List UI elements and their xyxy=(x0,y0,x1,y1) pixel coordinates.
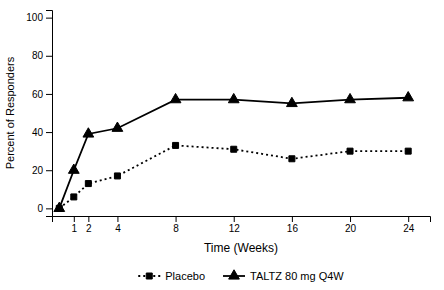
x-tick: 1 xyxy=(72,216,78,234)
y-tick-mark xyxy=(46,208,52,209)
marks xyxy=(54,92,414,212)
x-tick-mark xyxy=(117,216,118,222)
x-tick-label: 8 xyxy=(173,223,179,234)
y-tick-mark xyxy=(46,94,52,95)
x-tick-mark xyxy=(88,216,89,222)
legend-marker xyxy=(229,270,240,279)
x-tick-mark xyxy=(408,216,409,222)
x-tick-label: 2 xyxy=(86,223,92,234)
series-marker xyxy=(347,148,353,154)
x-tick-label: 24 xyxy=(403,223,415,234)
y-tick-label: 20 xyxy=(32,165,44,176)
x-tick-label: 20 xyxy=(345,223,357,234)
x-tick: 16 xyxy=(287,216,299,234)
series-marker xyxy=(228,93,239,102)
legend-item: Placebo xyxy=(138,270,205,282)
series-marker xyxy=(170,93,181,102)
legend-label: Placebo xyxy=(165,270,205,282)
x-tick: 20 xyxy=(345,216,357,234)
series-line xyxy=(59,145,408,208)
series-marker xyxy=(173,142,179,148)
x-tick-label: 1 xyxy=(72,223,78,234)
y-tick-label: 100 xyxy=(26,12,43,23)
y-tick-label: 80 xyxy=(32,50,44,61)
y-tick-mark xyxy=(46,170,52,171)
y-axis-title: Percent of Responders xyxy=(4,56,16,169)
series-marker xyxy=(287,97,298,106)
y-tick: 80 xyxy=(32,50,52,61)
x-axis-line xyxy=(53,217,431,223)
x-tick-label: 16 xyxy=(287,223,299,234)
x-tick: 24 xyxy=(403,216,415,234)
y-tick: 100 xyxy=(26,12,52,23)
series-marker xyxy=(405,148,411,154)
y-axis-line xyxy=(46,11,53,217)
y-tick-label: 0 xyxy=(37,203,43,214)
y-tick-mark xyxy=(46,132,52,133)
series-marker xyxy=(112,122,123,131)
y-tick: 40 xyxy=(32,127,52,138)
legend: Placebo TALTZ 80 mg Q4W xyxy=(138,270,344,282)
legend-marker xyxy=(146,273,152,279)
series-marker xyxy=(85,181,91,187)
series-marker xyxy=(71,194,77,200)
y-tick-label: 40 xyxy=(32,127,44,138)
x-tick-mark xyxy=(74,216,75,222)
x-tick: 2 xyxy=(86,216,92,234)
series-marker xyxy=(231,146,237,152)
series-marker xyxy=(83,128,94,137)
series-marker xyxy=(289,156,295,162)
legend-item: TALTZ 80 mg Q4W xyxy=(223,270,344,282)
x-tick: 12 xyxy=(229,216,241,234)
series-line xyxy=(59,98,408,209)
x-tick: 8 xyxy=(173,216,179,234)
x-tick-mark xyxy=(350,216,351,222)
y-tick-mark xyxy=(46,56,52,57)
y-axis: 0 20 40 60 80 100 xyxy=(26,11,52,217)
series-marker xyxy=(403,92,414,101)
x-tick-mark xyxy=(234,216,235,222)
x-axis-title: Time (Weeks) xyxy=(204,241,278,255)
x-tick-label: 4 xyxy=(115,223,121,234)
x-tick: 4 xyxy=(115,216,121,234)
series-marker xyxy=(114,173,120,179)
series-marker xyxy=(345,93,356,102)
y-tick: 0 xyxy=(37,203,52,214)
y-tick-mark xyxy=(46,18,52,19)
legend-label: TALTZ 80 mg Q4W xyxy=(250,270,344,282)
y-tick: 20 xyxy=(32,165,52,176)
x-tick-mark xyxy=(176,216,177,222)
plot: 124812162024020406080100 xyxy=(26,11,430,235)
y-tick-label: 60 xyxy=(32,89,44,100)
series-marker xyxy=(54,202,65,211)
x-axis: 124812162024 xyxy=(53,216,431,234)
y-tick: 60 xyxy=(32,89,52,100)
x-tick-label: 12 xyxy=(229,223,241,234)
series-marker xyxy=(68,164,79,173)
x-tick-mark xyxy=(292,216,293,222)
chart: 124812162024020406080100Time (Weeks)Perc… xyxy=(0,0,444,290)
